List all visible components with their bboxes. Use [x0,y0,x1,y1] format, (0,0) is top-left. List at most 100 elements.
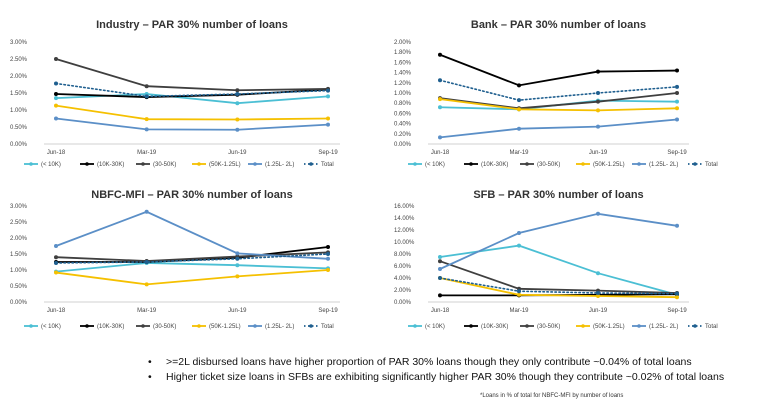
data-point [235,88,240,93]
y-tick-label: 0.00% [10,142,28,148]
data-point [326,268,330,272]
series-line-30-50k [55,58,329,92]
data-point [675,91,679,95]
data-point [438,293,442,298]
legend-label: (30-50K) [537,162,560,168]
data-point [596,271,600,276]
data-point [54,57,58,61]
legend-marker [413,162,417,166]
y-tick-label: 1.00% [10,108,28,114]
data-point [235,117,240,122]
y-tick-label: 14.00% [394,216,415,222]
data-point [517,231,521,235]
data-point [144,282,149,287]
series-line-total [439,277,678,295]
data-point [54,96,58,101]
legend-marker [197,324,201,328]
legend-label: (30-50K) [537,324,560,330]
legend-marker [693,162,697,166]
data-point [438,52,442,57]
x-tick-label: Mar-19 [509,150,529,156]
x-tick-label: Jun-19 [228,150,247,156]
series-line-1-25l-2l [55,210,329,260]
data-point [326,252,330,256]
legend-label: (1.25L- 2L) [649,324,678,330]
data-point [235,101,240,106]
data-point [54,270,58,275]
data-point [326,244,330,249]
data-point [675,117,679,122]
data-point [438,135,442,140]
series-line-30-50k [439,260,678,294]
legend-label: (50K-1.25L) [593,162,625,168]
series-line-50k-1-25l [55,269,329,286]
data-point [675,223,679,228]
data-point [596,99,600,104]
y-tick-label: 1.80% [394,50,412,56]
nbfc-mfi-chart-panel: NBFC-MFI – PAR 30% number of loans 0.00% 0… [0,182,380,342]
y-tick-label: 1.00% [10,268,28,274]
legend-label: (1.25L- 2L) [265,324,294,330]
bank-chart-panel: Bank – PAR 30% number of loans 0.00% 0.20%… [384,12,764,174]
y-tick-label: 2.50% [10,57,28,63]
data-point [235,251,240,256]
bullet-item: • Higher ticket size loans in SFBs are e… [148,371,758,383]
x-tick-label: Sep-19 [667,308,687,314]
data-point [596,69,600,74]
data-point [144,94,149,99]
series-line-1-25l-2l [439,212,678,270]
x-tick-label: Jun-18 [431,308,450,314]
y-tick-label: 0.00% [10,300,28,306]
legend-marker [469,162,473,166]
legend-marker [637,324,641,328]
y-tick-label: 1.40% [394,71,412,77]
legend-label: (30-50K) [153,162,176,168]
chart-title: Industry – PAR 30% number of loans [96,19,288,31]
legend-label: (1.25L- 2L) [265,162,294,168]
data-point [54,92,58,97]
industry-chart-panel: Industry – PAR 30% number of loans 0.00% 0… [0,12,380,174]
x-tick-label: Mar-19 [137,308,157,314]
series-line-50k-1-25l [439,277,678,299]
legend-marker [637,162,641,166]
data-point [517,98,521,103]
y-tick-label: 16.00% [394,204,415,210]
data-point [144,127,149,132]
data-point [144,209,149,214]
legend-marker [309,162,313,166]
data-point [326,88,330,93]
data-point [235,256,240,261]
data-point [235,274,240,279]
data-point [438,78,442,83]
legend-marker [253,324,257,328]
data-point [54,244,58,248]
legend-label: (10K-30K) [481,162,508,168]
legend-marker [581,162,585,166]
legend-marker [85,162,89,166]
data-point [438,259,442,264]
series-line-total [55,82,329,98]
legend-marker [141,162,145,166]
legend-label: Total [321,162,334,168]
data-point [235,127,240,132]
legend-marker [85,324,89,328]
data-point [144,260,149,264]
y-tick-label: 0.00% [394,142,412,148]
legend-label: (< 10K) [41,162,61,168]
data-point [438,255,442,259]
x-tick-label: Jun-18 [47,150,66,156]
data-point [596,291,600,295]
data-point [235,92,240,97]
data-point [326,256,330,261]
series-line-1-25l-2l [439,118,678,139]
bullet-text: >=2L disbursed loans have higher proport… [166,356,692,368]
data-point [675,106,679,111]
data-point [54,81,58,86]
legend-label: (1.25L- 2L) [649,162,678,168]
data-point [326,122,330,127]
y-tick-label: 2.50% [10,220,28,226]
y-tick-label: 0.00% [394,300,412,306]
data-point [596,294,600,298]
y-tick-label: 1.50% [10,91,28,97]
series-line-50k-1-25l [55,104,329,121]
